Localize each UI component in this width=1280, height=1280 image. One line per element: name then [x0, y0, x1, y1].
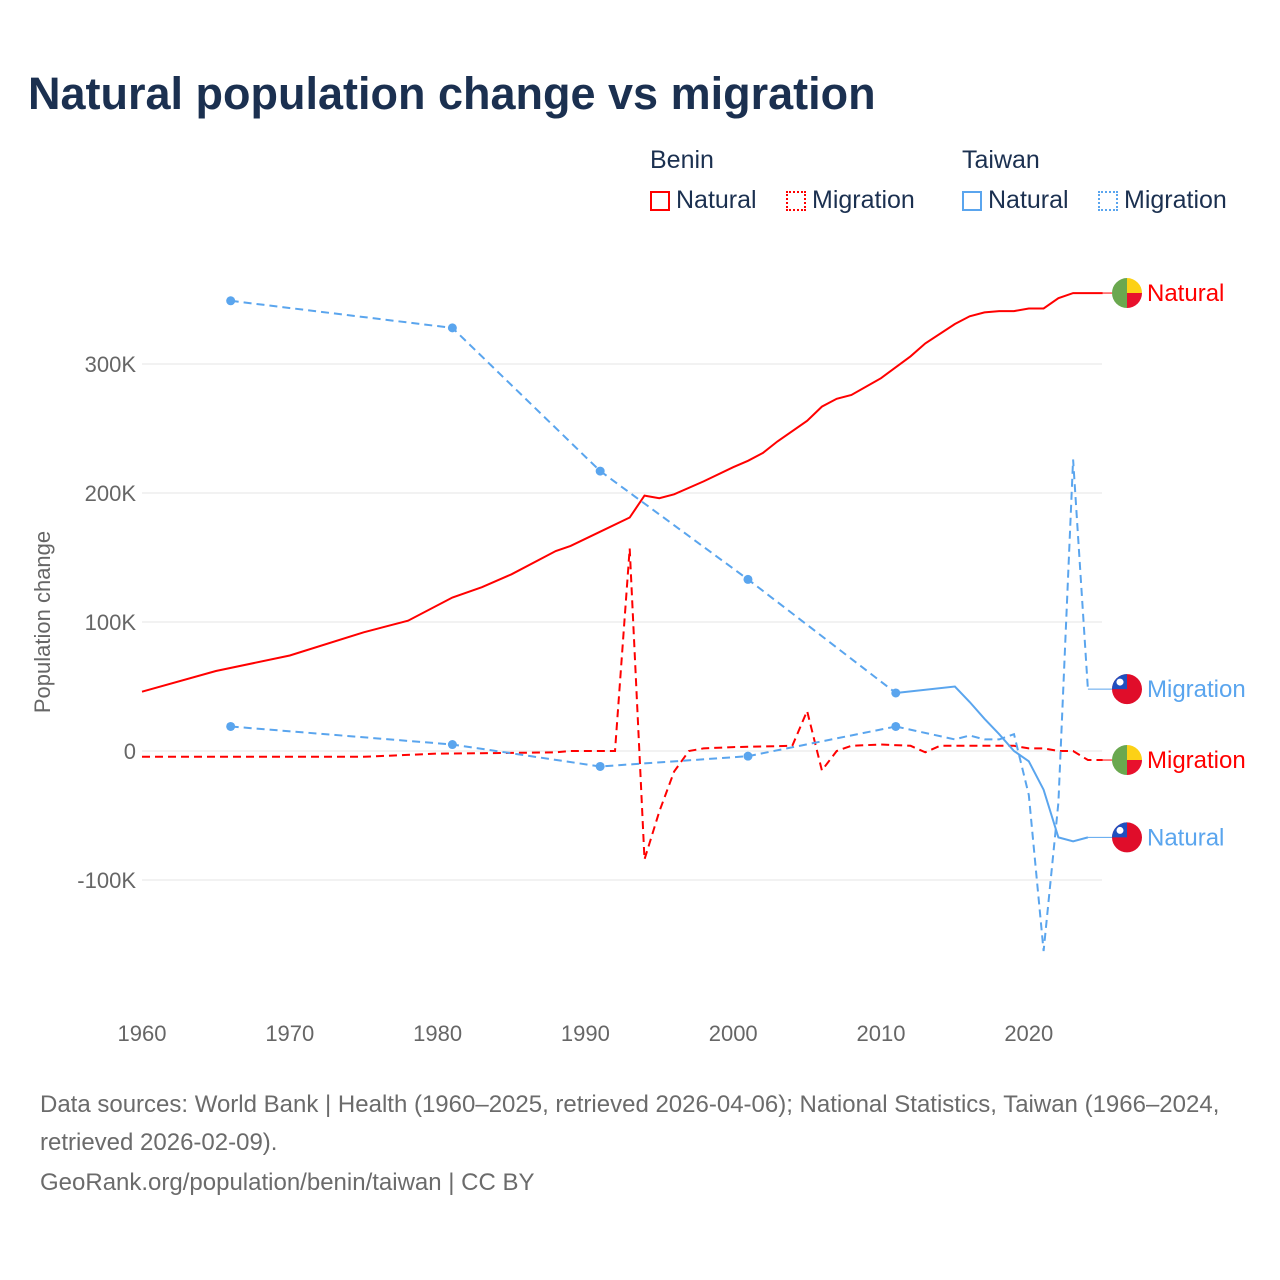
taiwan-flag-icon: [1112, 822, 1142, 853]
page-title: Natural population change vs migration: [28, 68, 876, 119]
taiwan-natural-point: [447, 323, 457, 333]
y-tick-label: -100K: [77, 868, 136, 893]
legend-label: Migration: [1124, 186, 1227, 214]
legend-taiwan-natural[interactable]: Natural: [962, 186, 1069, 215]
flag-sun: [1116, 678, 1124, 686]
y-tick-label: 300K: [85, 352, 137, 377]
credit-link[interactable]: GeoRank.org/population/benin/taiwan | CC…: [40, 1169, 535, 1196]
legend-label: Natural: [676, 186, 757, 214]
taiwan-natural-point: [226, 296, 236, 306]
x-tick-label: 2000: [709, 1021, 758, 1046]
x-tick-label: 1960: [118, 1021, 167, 1046]
taiwan-natural-point: [743, 574, 753, 584]
x-tick-label: 1970: [265, 1021, 314, 1046]
taiwan-migration-point: [226, 721, 236, 731]
benin-migration-end-label: Migration: [1147, 747, 1246, 774]
taiwan-natural-point: [595, 466, 605, 476]
y-axis-label: Population change: [30, 531, 55, 713]
taiwan-migration-point: [743, 751, 753, 761]
flag-yellow: [1127, 745, 1142, 761]
y-tick-label: 200K: [85, 481, 137, 506]
taiwan-natural-line-sparse: [230, 299, 897, 694]
benin-natural-line: [141, 292, 1103, 693]
legend-group-benin: Benin: [650, 146, 714, 174]
taiwan-natural-line: [895, 685, 1089, 843]
x-tick-label: 1980: [413, 1021, 462, 1046]
legend-label: Migration: [812, 186, 915, 214]
taiwan-migration-line: [895, 459, 1089, 952]
legend-taiwan-migration[interactable]: Migration: [1098, 186, 1227, 215]
legend-benin-natural[interactable]: Natural: [650, 186, 757, 215]
x-tick-label: 2010: [857, 1021, 906, 1046]
benin-flag-icon: [1112, 278, 1142, 309]
flag-yellow: [1127, 278, 1142, 294]
legend-benin-migration[interactable]: Migration: [786, 186, 915, 215]
data-sources: Data sources: World Bank | Health (1960–…: [40, 1091, 1220, 1156]
taiwan-migration-line-sparse: [230, 725, 896, 768]
taiwan-migration-point: [447, 740, 457, 750]
benin-natural-end-label: Natural: [1147, 280, 1224, 307]
dotted-swatch-icon: [1098, 190, 1118, 211]
legend-label: Natural: [988, 186, 1069, 214]
flag-green: [1112, 278, 1127, 309]
solid-swatch-icon: [650, 190, 670, 211]
x-tick-label: 2020: [1004, 1021, 1053, 1046]
taiwan-migration-end-label: Migration: [1147, 676, 1246, 703]
flag-red: [1127, 293, 1142, 309]
y-tick-label: 100K: [85, 610, 137, 635]
taiwan-flag-icon: [1112, 674, 1142, 705]
flag-green: [1112, 745, 1127, 776]
x-tick-label: 1990: [561, 1021, 610, 1046]
flag-sun: [1116, 826, 1124, 834]
legend-group-taiwan: Taiwan: [962, 146, 1040, 174]
benin-migration-line: [142, 548, 1103, 860]
taiwan-natural-end-label: Natural: [1147, 824, 1224, 851]
y-tick-label: 0: [124, 739, 136, 764]
flag-red: [1127, 760, 1142, 776]
taiwan-migration-point: [891, 721, 901, 731]
dotted-swatch-icon: [786, 190, 806, 211]
taiwan-natural-point: [891, 688, 901, 698]
taiwan-migration-point: [595, 761, 605, 771]
benin-flag-icon: [1112, 745, 1142, 776]
solid-swatch-icon: [962, 190, 982, 211]
